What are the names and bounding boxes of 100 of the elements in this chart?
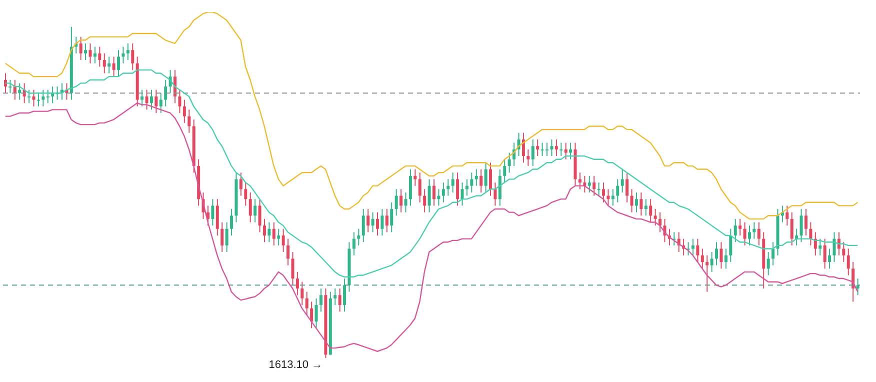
candlestick (654, 208, 657, 226)
candlestick (560, 142, 563, 157)
candlestick (366, 208, 370, 233)
candlestick (414, 168, 417, 186)
candlestick (423, 188, 426, 213)
candlestick (296, 271, 299, 296)
candlestick (856, 278, 860, 296)
candlestick (36, 92, 40, 107)
candlestick (578, 172, 582, 190)
candlestick (503, 158, 506, 184)
candlestick (362, 208, 365, 243)
candlestick (508, 152, 511, 174)
candlestick (79, 36, 82, 61)
candlestick (700, 248, 704, 270)
candlestick (272, 222, 276, 246)
candlestick (98, 46, 102, 68)
candlestick (588, 175, 591, 193)
candlestick (720, 242, 723, 270)
candlestick (84, 42, 88, 61)
candlestick (131, 42, 134, 70)
candlestick (390, 202, 394, 233)
candlestick (140, 89, 144, 107)
candlestick (818, 238, 822, 256)
text: 1613.10 → (268, 359, 323, 371)
candlestick (696, 238, 700, 262)
candlestick (88, 42, 92, 64)
candlestick (254, 198, 257, 223)
candlestick (526, 148, 530, 166)
candlestick (352, 232, 356, 256)
candlestick (150, 89, 153, 110)
candlestick (437, 188, 440, 206)
candlestick (724, 248, 728, 270)
candlestick (404, 192, 408, 213)
candlestick (800, 208, 803, 243)
candlestick (828, 248, 832, 270)
candlestick (145, 89, 148, 110)
candlestick (489, 162, 492, 196)
candlestick (823, 238, 826, 270)
candlestick (691, 238, 694, 256)
candlestick (772, 242, 775, 266)
candlestick (634, 192, 638, 213)
candlestick (258, 198, 262, 233)
candlestick (159, 92, 162, 114)
candlestick (18, 82, 22, 100)
candlestick (338, 288, 342, 312)
candlestick (117, 50, 120, 78)
candlestick (220, 222, 224, 253)
candlestick (154, 89, 158, 114)
candlestick (112, 56, 116, 78)
candlestick (51, 86, 54, 104)
candlestick (809, 222, 812, 246)
candlestick (738, 218, 742, 236)
candlestick (428, 178, 431, 213)
candlestick (465, 178, 468, 196)
candlestick (46, 89, 50, 104)
candlestick (564, 142, 568, 160)
candlestick (262, 218, 266, 243)
candlestick (182, 99, 186, 124)
candlestick (640, 192, 643, 216)
candlestick (710, 252, 714, 272)
candlestick (550, 138, 554, 157)
candlestick (616, 178, 620, 203)
candlestick (244, 182, 248, 206)
candlestick (319, 288, 322, 312)
candlestick (126, 42, 130, 61)
candlestick (357, 228, 360, 246)
candlestick (108, 56, 111, 74)
candlestick (400, 188, 403, 213)
candlestick (282, 228, 285, 253)
candlestick (394, 188, 398, 216)
candlestick (28, 89, 31, 104)
candlestick (216, 198, 219, 236)
candlestick (470, 172, 474, 193)
candlestick (757, 222, 760, 246)
candlestick (446, 178, 450, 196)
candlestick (597, 182, 600, 196)
candlestick (554, 138, 558, 157)
candlestick (686, 242, 690, 256)
candlestick (376, 212, 379, 236)
candlestick (743, 222, 746, 246)
candlestick (334, 288, 337, 306)
candlestick (42, 89, 45, 107)
candlestick (225, 222, 228, 253)
candlestick (480, 168, 483, 193)
candlestick (804, 208, 808, 236)
candlestick (164, 79, 168, 107)
candlestick (734, 218, 737, 243)
candlestick (102, 52, 106, 74)
candlestick (715, 242, 718, 266)
candlestick (188, 109, 191, 134)
candlestick (248, 192, 252, 223)
candlestick (611, 188, 614, 206)
candlestick (343, 278, 346, 312)
candlestick (230, 208, 234, 236)
candlestick (460, 182, 464, 206)
candlestick (305, 291, 308, 316)
candlestick (846, 248, 850, 276)
candlestick (569, 142, 572, 160)
candlestick (178, 89, 182, 114)
candlestick (498, 168, 502, 206)
